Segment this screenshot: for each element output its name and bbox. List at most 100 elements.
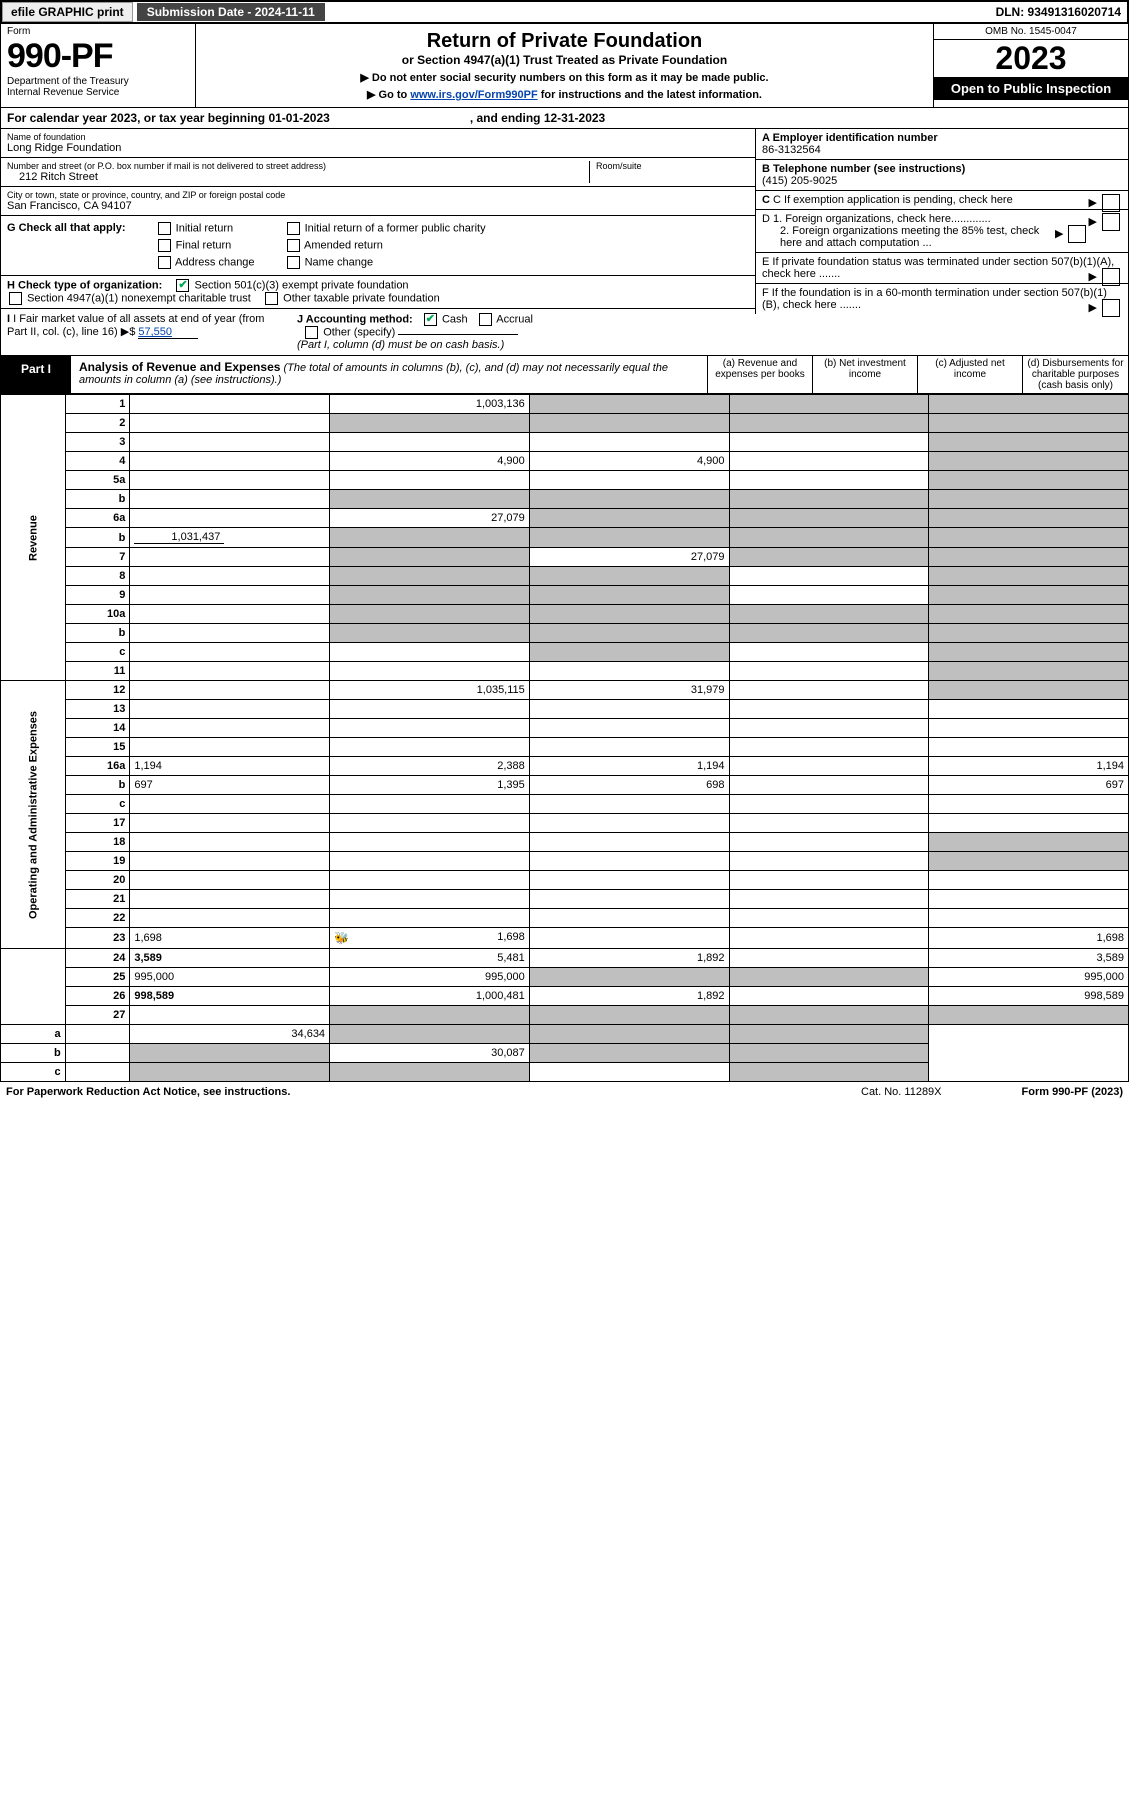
- cell-a: [330, 643, 530, 662]
- part1-header: Part I Analysis of Revenue and Expenses …: [0, 356, 1129, 394]
- table-row: 25995,000995,000995,000: [1, 968, 1129, 987]
- cell-d: 998,589: [929, 987, 1129, 1006]
- cell-d: [729, 1063, 929, 1082]
- cell-b: [529, 1006, 729, 1025]
- cell-c: [729, 928, 929, 949]
- cell-d: [729, 1044, 929, 1063]
- efile-print-button[interactable]: efile GRAPHIC print: [2, 2, 133, 22]
- line-desc: [65, 1044, 130, 1063]
- cell-b: [529, 814, 729, 833]
- form990pf-link[interactable]: www.irs.gov/Form990PF: [410, 89, 537, 101]
- cell-a: [330, 738, 530, 757]
- cell-d: [929, 433, 1129, 452]
- form-subtitle: or Section 4947(a)(1) Trust Treated as P…: [202, 53, 927, 67]
- chk-501c3[interactable]: [176, 279, 189, 292]
- form-title: Return of Private Foundation: [202, 30, 927, 53]
- cell-a: 1,003,136: [330, 395, 530, 414]
- page-footer: For Paperwork Reduction Act Notice, see …: [0, 1082, 1129, 1102]
- table-row: 8: [1, 567, 1129, 586]
- line-desc: [130, 643, 330, 662]
- cell-a: [330, 852, 530, 871]
- cell-d: [929, 490, 1129, 509]
- line-number: 7: [65, 548, 130, 567]
- note-link: ▶ Go to www.irs.gov/Form990PF for instru…: [202, 88, 927, 101]
- cell-c: [729, 433, 929, 452]
- cell-b: [529, 471, 729, 490]
- chk-other-method[interactable]: [305, 326, 318, 339]
- foundation-name: Long Ridge Foundation: [7, 142, 749, 154]
- line-desc: [130, 586, 330, 605]
- cell-a: [330, 605, 530, 624]
- cell-d: [929, 738, 1129, 757]
- cell-b: [529, 871, 729, 890]
- table-row: 13: [1, 700, 1129, 719]
- cell-b: [529, 719, 729, 738]
- cell-b: 27,079: [529, 548, 729, 567]
- cell-d: [929, 548, 1129, 567]
- cell-d: [929, 1006, 1129, 1025]
- line-desc: 1,031,437: [130, 528, 330, 548]
- line-desc: [130, 1006, 330, 1025]
- submission-date: Submission Date - 2024-11-11: [137, 3, 325, 21]
- line-desc: [130, 909, 330, 928]
- chk-cash[interactable]: [424, 313, 437, 326]
- chk-foreign-org[interactable]: [1102, 213, 1120, 231]
- name-cell: Name of foundation Long Ridge Foundation: [1, 129, 755, 158]
- phone-cell: B Telephone number (see instructions) (4…: [755, 160, 1128, 191]
- table-row: 231,698🐝1,6981,698: [1, 928, 1129, 949]
- line-desc: [130, 852, 330, 871]
- chk-exemption-pending[interactable]: [1102, 194, 1120, 212]
- cell-a: [330, 890, 530, 909]
- line-desc: 998,589: [130, 987, 330, 1006]
- fmv-value[interactable]: 57,550: [138, 326, 198, 339]
- line-number: 1: [65, 395, 130, 414]
- line-number: a: [1, 1025, 66, 1044]
- table-row: a34,634: [1, 1025, 1129, 1044]
- table-row: 5a: [1, 471, 1129, 490]
- attachment-icon[interactable]: 🐝: [334, 931, 349, 945]
- chk-address-change[interactable]: [158, 256, 171, 269]
- line-number: 8: [65, 567, 130, 586]
- cell-c: [729, 567, 929, 586]
- ein: 86-3132564: [762, 144, 821, 156]
- chk-amended[interactable]: [287, 239, 300, 252]
- chk-final-return[interactable]: [158, 239, 171, 252]
- header-right: OMB No. 1545-0047 2023 Open to Public In…: [933, 24, 1128, 107]
- table-row: 7 27,079: [1, 548, 1129, 567]
- table-row: 10a: [1, 605, 1129, 624]
- chk-85pct[interactable]: [1068, 225, 1086, 243]
- calendar-year-row: For calendar year 2023, or tax year begi…: [0, 108, 1129, 129]
- cell-a: 5,481: [330, 949, 530, 968]
- chk-accrual[interactable]: [479, 313, 492, 326]
- chk-initial-former[interactable]: [287, 222, 300, 235]
- cell-d: 995,000: [929, 968, 1129, 987]
- cell-b: [529, 928, 729, 949]
- cell-d: [929, 452, 1129, 471]
- line-number: 15: [65, 738, 130, 757]
- chk-4947a1[interactable]: [9, 292, 22, 305]
- chk-60month[interactable]: [1102, 299, 1120, 317]
- cell-d: [729, 1025, 929, 1044]
- line-desc: [130, 662, 330, 681]
- chk-initial-return[interactable]: [158, 222, 171, 235]
- table-row: 16a1,1942,3881,1941,194: [1, 757, 1129, 776]
- chk-status-terminated[interactable]: [1102, 268, 1120, 286]
- table-row: 22: [1, 909, 1129, 928]
- line-number: 22: [65, 909, 130, 928]
- cell-d: [929, 471, 1129, 490]
- form-label: Form: [7, 26, 189, 37]
- cell-a: [130, 1044, 330, 1063]
- chk-other-taxable[interactable]: [265, 292, 278, 305]
- line-desc: [130, 890, 330, 909]
- col-b-head: (b) Net investment income: [813, 356, 918, 393]
- chk-name-change[interactable]: [287, 256, 300, 269]
- calendar-end: , and ending 12-31-2023: [470, 111, 605, 125]
- cell-c: [529, 1025, 729, 1044]
- cell-c: [729, 605, 929, 624]
- line-desc: [130, 814, 330, 833]
- line-number: c: [1, 1063, 66, 1082]
- section-d: D 1. Foreign organizations, check here..…: [755, 210, 1128, 253]
- table-row: c: [1, 1063, 1129, 1082]
- tax-year: 2023: [934, 40, 1128, 77]
- line-desc: 3,589: [130, 949, 330, 968]
